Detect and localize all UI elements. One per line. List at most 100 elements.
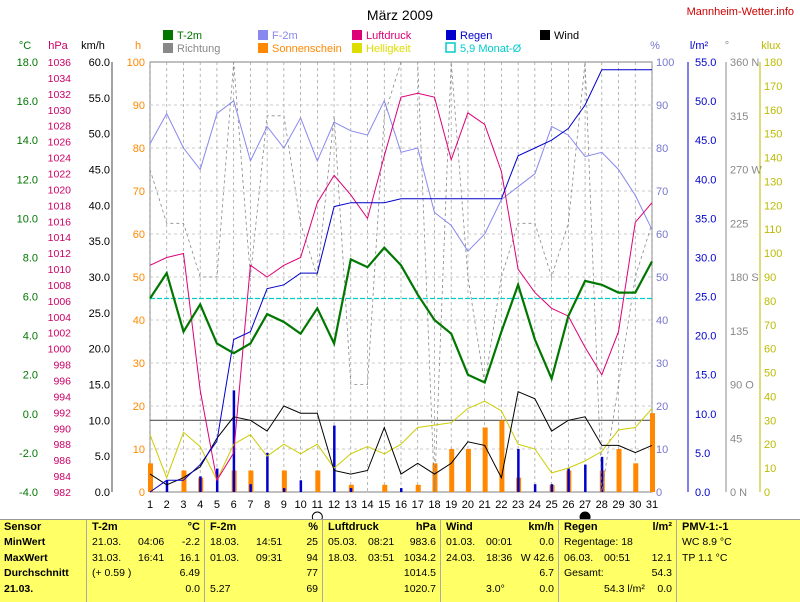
- lux-tick: 20: [764, 439, 776, 451]
- lux-tick: 70: [764, 320, 776, 332]
- pressure-tick-unit: hPa: [48, 40, 68, 52]
- rain-bar: [600, 456, 604, 492]
- cell: 00:51: [604, 551, 631, 564]
- chart-title: März 2009: [367, 7, 433, 23]
- rain-tick: 40.0: [695, 174, 716, 186]
- pressure-tick: 986: [53, 455, 71, 467]
- legend-swatch: [352, 30, 362, 40]
- humidity-tick: 30: [656, 358, 668, 370]
- site-label[interactable]: Mannheim-Wetter.info: [686, 6, 794, 18]
- sun-tick-unit: h: [135, 40, 141, 52]
- lux-tick: 160: [764, 105, 782, 117]
- wind-tick: 15.0: [89, 380, 110, 392]
- day-label: 12: [328, 499, 340, 511]
- cell: 00:01: [486, 536, 513, 548]
- col-header: Luftdruck: [328, 521, 379, 533]
- legend-label: Sonnenschein: [272, 43, 342, 55]
- cell: 0.0: [657, 582, 672, 595]
- rain-bar: [333, 425, 336, 492]
- sun-tick: 30: [133, 358, 145, 370]
- legend-swatch: [258, 30, 268, 40]
- day-label: 29: [612, 499, 624, 511]
- cell: 3.0°: [486, 582, 505, 595]
- humidity-tick: 50: [656, 272, 668, 284]
- col-rain: Regen l/m² Regentage: 18 06.03. 00:51 12.1 …: [560, 520, 677, 602]
- day-label: 24: [529, 499, 541, 511]
- sun-tick: 60: [133, 229, 145, 241]
- direction-tick: 180 S: [730, 272, 759, 284]
- lux-tick: 100: [764, 248, 782, 260]
- sun-tick: 0: [139, 487, 145, 499]
- cell: -2.2: [181, 536, 200, 548]
- wind-line: [149, 390, 653, 486]
- cell: 0.0: [185, 582, 200, 595]
- lux-tick: 40: [764, 391, 776, 403]
- pressure-tick: 1014: [48, 232, 72, 244]
- pressure-tick: 1036: [48, 57, 72, 69]
- humidity-tick: 100: [656, 57, 674, 69]
- direction-tick-unit: °: [725, 40, 729, 52]
- x-axis: 1 2 3 4 5 6 7 8 9 10 11 12 13 14 15 16 17 18 19 20 21 22 23 24 2…: [147, 499, 658, 519]
- rain-tick: 50.0: [695, 96, 716, 108]
- cell: 14:51: [256, 536, 283, 548]
- legend: T-2m F-2m Luftdruck Regen Wind Richtung Sonnen…: [163, 30, 579, 55]
- rain-bar: [567, 468, 570, 492]
- cell: 16.1: [179, 551, 200, 564]
- rain-tick: 55.0: [695, 57, 716, 69]
- lux-tick: 110: [764, 224, 782, 236]
- col-unit: hPa: [415, 521, 436, 533]
- lux-tick: 0: [764, 487, 770, 499]
- col-unit: °C: [187, 521, 200, 533]
- direction-tick: 225: [730, 218, 748, 230]
- sun-bar: [382, 484, 388, 492]
- pressure-tick: 1020: [48, 184, 72, 196]
- day-label: 16: [395, 499, 407, 511]
- cell: Regentage: 18: [564, 536, 633, 548]
- legend-swatch: [540, 30, 550, 40]
- y-axes: 18.0 16.0 14.0 12.0 10.0 8.0 6.0 4.0 2.0 0.0 -2.0 -…: [17, 40, 783, 499]
- legend-label: Richtung: [177, 43, 220, 55]
- legend-swatch: [445, 42, 456, 53]
- pressure-tick: 1034: [48, 73, 72, 85]
- cell: 77: [306, 567, 318, 579]
- pressure-tick: 988: [53, 439, 71, 451]
- rain-bar: [165, 480, 169, 492]
- sun-bar: [499, 420, 505, 492]
- cell: 5.27: [210, 582, 231, 595]
- series-lines: [149, 61, 653, 493]
- lux-tick: 30: [764, 415, 776, 427]
- wind-tick: 0.0: [95, 487, 110, 499]
- col-wind: Wind km/h 01.03. 00:01 0.0 24.03. 18:36 W 42.…: [442, 520, 559, 602]
- sun-bar: [650, 413, 655, 492]
- sun-bar: [148, 463, 153, 492]
- humidity-tick: 20: [656, 401, 668, 413]
- lux-tick: 150: [764, 129, 782, 141]
- legend-swatch: [258, 43, 268, 53]
- day-label: 2: [164, 499, 170, 511]
- cell: 54.3 l/m²: [604, 582, 645, 595]
- rain-bar: [199, 476, 202, 492]
- day-label: 30: [629, 499, 641, 511]
- rain-bar: [517, 449, 520, 492]
- cell: 0.0: [539, 582, 554, 595]
- cell: (+ 0.59 ): [92, 567, 132, 579]
- humidity-tick-unit: %: [650, 40, 660, 52]
- col-humidity: F-2m% 18.03. 14:51 25 01.03. 09:31 94 77 5.2…: [206, 520, 323, 602]
- cell: 6.49: [179, 567, 200, 579]
- temp-tick: 0.0: [23, 409, 38, 421]
- day-label: 17: [412, 499, 424, 511]
- pressure-tick: 992: [53, 407, 71, 419]
- cell: 0.0: [539, 536, 554, 548]
- rain-bar: [400, 488, 403, 492]
- rain-tick: 25.0: [695, 292, 716, 304]
- temp-tick: 18.0: [17, 57, 38, 69]
- wind-tick: 5.0: [95, 451, 110, 463]
- row-label: MaxWert: [4, 551, 48, 564]
- direction-tick: 315: [730, 111, 748, 123]
- cell: 18.03.: [210, 536, 240, 548]
- humidity-tick: 0: [656, 487, 662, 499]
- col-sensor: Sensor MinWert MaxWert Durchschnitt 21.0…: [0, 520, 87, 602]
- cell: Gesamt:: [564, 567, 604, 579]
- humidity-tick: 60: [656, 229, 668, 241]
- legend-label: Regen: [460, 30, 492, 42]
